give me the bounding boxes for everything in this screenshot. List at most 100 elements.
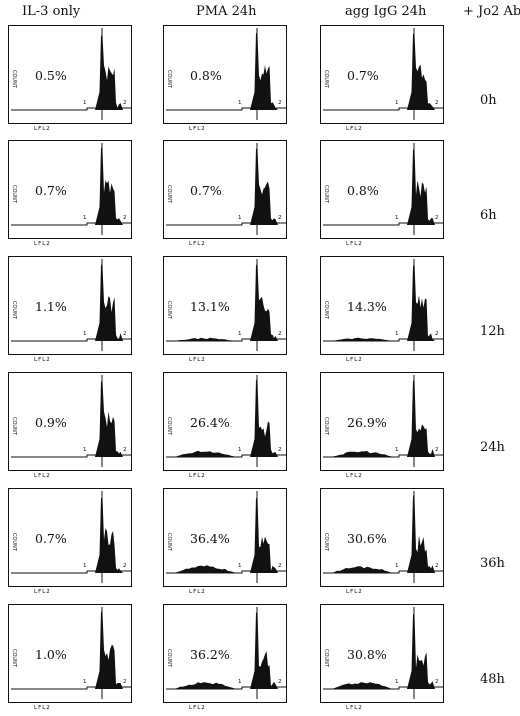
y-axis-label: COUNT <box>166 649 172 667</box>
sub-g1-hump <box>331 566 393 573</box>
apoptosis-percentage: 1.0% <box>35 647 67 662</box>
histogram-panel: 1 2 COUNT 14.3% <box>320 256 444 355</box>
x-axis-label: LFL2 <box>34 473 51 479</box>
g1-peak <box>95 147 123 225</box>
histogram-plot <box>323 491 443 583</box>
x-axis-label: LFL2 <box>189 241 206 247</box>
apoptosis-percentage: 26.9% <box>347 415 387 430</box>
histogram-plot <box>166 491 286 583</box>
y-axis-label: COUNT <box>11 70 17 88</box>
gate-marker-1: 1 <box>83 563 87 569</box>
gate-marker-1: 1 <box>83 215 87 221</box>
y-axis-label: COUNT <box>166 417 172 435</box>
g1-peak <box>95 264 123 341</box>
y-axis-label: COUNT <box>11 417 17 435</box>
histogram-panel: 1 2 COUNT 30.6% <box>320 488 444 587</box>
histogram-panel: 1 2 COUNT 0.7% <box>163 140 287 239</box>
histogram-plot <box>11 491 131 583</box>
histogram-panel: 1 2 COUNT 0.7% <box>8 488 132 587</box>
y-axis-label: COUNT <box>166 185 172 203</box>
g1-peak <box>250 148 278 225</box>
x-axis-label: LFL2 <box>34 357 51 363</box>
histogram-panel: 1 2 COUNT 1.1% <box>8 256 132 355</box>
apoptosis-percentage: 36.2% <box>190 647 230 662</box>
gate-marker-2: 2 <box>435 447 439 453</box>
row-label-12h: 12h <box>480 324 505 339</box>
gate-marker-2: 2 <box>278 331 282 337</box>
histogram-panel: 1 2 COUNT 0.7% <box>320 25 444 124</box>
histogram-plot <box>166 375 286 467</box>
gate-marker-2: 2 <box>123 563 127 569</box>
column-header-il3: IL-3 only <box>22 4 81 19</box>
row-label-36h: 36h <box>480 556 505 571</box>
histogram-panel: 1 2 COUNT 26.4% <box>163 372 287 471</box>
g1-peak <box>250 611 278 689</box>
g1-peak <box>95 611 123 689</box>
y-axis-label: COUNT <box>323 70 329 88</box>
g1-peak <box>250 32 278 111</box>
apoptosis-percentage: 0.8% <box>347 183 379 198</box>
histogram-plot <box>11 143 131 235</box>
gate-marker-2: 2 <box>123 679 127 685</box>
column-header-agg-igg: agg IgG 24h <box>345 4 427 19</box>
apoptosis-percentage: 0.8% <box>190 68 222 83</box>
y-axis-label: COUNT <box>11 185 17 203</box>
x-axis-label: LFL2 <box>346 241 363 247</box>
g1-peak <box>250 264 278 341</box>
row-label-48h: 48h <box>480 672 505 687</box>
g1-peak <box>407 380 435 457</box>
apoptosis-percentage: 30.8% <box>347 647 387 662</box>
y-axis-label: COUNT <box>323 301 329 319</box>
g1-peak <box>407 495 435 573</box>
g1-peak <box>95 497 123 573</box>
histogram-panel: 1 2 COUNT 0.9% <box>8 372 132 471</box>
gate-marker-2: 2 <box>435 563 439 569</box>
histogram-panel: 1 2 COUNT 36.2% <box>163 604 287 703</box>
gate-marker-2: 2 <box>435 331 439 337</box>
histogram-panel: 1 2 COUNT 0.7% <box>8 140 132 239</box>
gate-marker-1: 1 <box>83 100 87 106</box>
row-label-0h: 0h <box>480 93 497 108</box>
treatment-header: + Jo2 Ab <box>463 4 520 19</box>
histogram-plot <box>166 143 286 235</box>
gate-marker-2: 2 <box>278 679 282 685</box>
gate-marker-2: 2 <box>435 679 439 685</box>
gate-marker-1: 1 <box>395 563 399 569</box>
apoptosis-percentage: 0.7% <box>35 531 67 546</box>
row-label-24h: 24h <box>480 440 505 455</box>
gate-marker-2: 2 <box>123 100 127 106</box>
g1-peak <box>95 35 123 110</box>
gate-marker-2: 2 <box>435 215 439 221</box>
apoptosis-percentage: 26.4% <box>190 415 230 430</box>
sub-g1-hump <box>174 682 236 689</box>
x-axis-label: LFL2 <box>346 126 363 132</box>
histogram-panel: 1 2 COUNT 36.4% <box>163 488 287 587</box>
sub-g1-hump <box>174 565 236 573</box>
y-axis-label: COUNT <box>323 533 329 551</box>
histogram-plot <box>11 259 131 351</box>
y-axis-label: COUNT <box>166 301 172 319</box>
histogram-plot <box>11 28 131 120</box>
gate-marker-1: 1 <box>238 679 242 685</box>
apoptosis-percentage: 1.1% <box>35 299 67 314</box>
histogram-plot <box>323 28 443 120</box>
apoptosis-percentage: 0.7% <box>347 68 379 83</box>
gate-marker-1: 1 <box>238 447 242 453</box>
gate-marker-1: 1 <box>395 331 399 337</box>
apoptosis-percentage: 0.9% <box>35 415 67 430</box>
x-axis-label: LFL2 <box>189 473 206 479</box>
x-axis-label: LFL2 <box>34 705 51 711</box>
apoptosis-percentage: 14.3% <box>347 299 387 314</box>
histogram-plot <box>166 28 286 120</box>
gate-marker-2: 2 <box>123 331 127 337</box>
histogram-plot <box>323 607 443 699</box>
g1-peak <box>95 381 123 457</box>
gate-marker-1: 1 <box>238 563 242 569</box>
histogram-plot <box>166 259 286 351</box>
x-axis-label: LFL2 <box>34 589 51 595</box>
x-axis-label: LFL2 <box>34 241 51 247</box>
x-axis-label: LFL2 <box>189 589 206 595</box>
x-axis-label: LFL2 <box>34 126 51 132</box>
g1-peak <box>407 614 435 689</box>
g1-peak <box>250 379 278 457</box>
